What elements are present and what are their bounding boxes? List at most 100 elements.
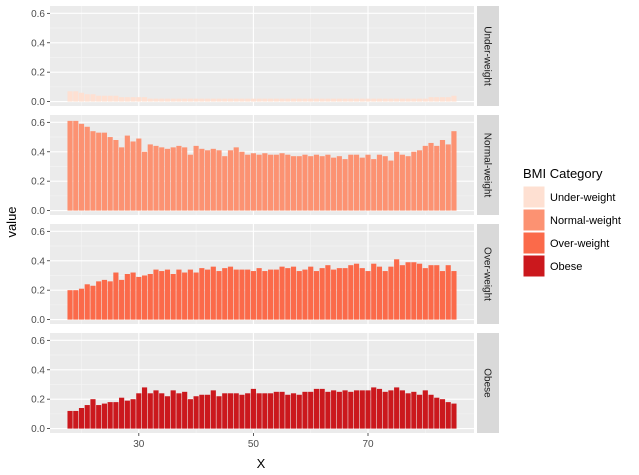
bar <box>141 275 148 320</box>
bar <box>296 394 302 429</box>
y-tick-label: 0.2 <box>31 286 45 297</box>
bar <box>78 92 85 102</box>
bar <box>222 156 228 211</box>
bar <box>331 98 337 102</box>
bar <box>273 98 279 102</box>
bar <box>256 154 262 211</box>
bar <box>176 393 182 429</box>
bar <box>84 126 90 211</box>
bar <box>451 95 457 102</box>
bar <box>348 154 354 211</box>
bar <box>336 98 342 102</box>
bar <box>365 271 371 320</box>
bar <box>130 97 136 102</box>
facet-strip-label: Over-weight <box>482 247 493 301</box>
bar <box>411 151 417 211</box>
y-tick-label: 0.4 <box>31 38 45 49</box>
bar <box>239 269 245 320</box>
bar <box>136 393 142 429</box>
bar <box>371 387 377 429</box>
bar <box>73 120 79 211</box>
bar <box>227 98 234 102</box>
bar <box>176 269 182 320</box>
bar <box>187 154 193 211</box>
legend-key <box>522 231 546 255</box>
facet-panels: 0.0 0.2 0.4 0.6 Under-weight 0.0 0.2 0.4 0.6 Norm… <box>31 6 499 435</box>
bar <box>239 98 245 102</box>
y-tick-label: 0.4 <box>31 365 45 376</box>
facet-strip <box>477 224 499 324</box>
bar <box>434 265 440 320</box>
bar <box>422 98 428 102</box>
bar <box>331 269 337 320</box>
bar <box>170 147 176 211</box>
bar <box>239 151 245 211</box>
bar <box>445 97 451 102</box>
bar <box>268 269 274 320</box>
bar <box>216 396 222 429</box>
bar <box>210 98 216 102</box>
bar <box>233 98 239 102</box>
x-tick-label: 70 <box>362 439 374 450</box>
bar <box>365 98 371 102</box>
bar <box>434 97 440 102</box>
bar <box>405 98 411 102</box>
bar <box>382 156 388 211</box>
bar <box>204 98 211 102</box>
bar <box>445 402 451 429</box>
bar <box>159 271 165 320</box>
bar <box>353 98 360 102</box>
bar <box>325 265 331 320</box>
bar <box>216 271 222 320</box>
bar <box>302 391 308 429</box>
bar <box>119 279 125 320</box>
bar <box>119 397 125 429</box>
bar <box>164 148 171 211</box>
bar <box>439 399 446 429</box>
bar <box>101 132 108 211</box>
bar <box>348 265 354 320</box>
bar <box>107 402 113 429</box>
bar <box>170 98 176 102</box>
bar <box>416 263 423 320</box>
y-tick-label: 0.4 <box>31 256 45 267</box>
y-tick-label: 0.6 <box>31 336 45 347</box>
x-axis: 30 50 70 <box>133 433 374 450</box>
bar <box>399 390 405 429</box>
bar <box>376 154 383 211</box>
bar <box>216 98 222 102</box>
bar <box>182 391 188 429</box>
bar <box>170 274 176 320</box>
bar <box>353 263 360 320</box>
x-tick-label: 30 <box>133 439 145 450</box>
bar <box>222 268 228 320</box>
bar <box>273 269 279 320</box>
bar <box>245 269 251 320</box>
bar <box>96 95 102 102</box>
bar <box>130 399 136 429</box>
bar <box>285 394 291 429</box>
bar <box>147 393 153 429</box>
bar <box>153 269 159 320</box>
bar <box>193 145 199 211</box>
bar <box>313 271 320 320</box>
bar <box>250 271 256 320</box>
bar <box>325 154 331 211</box>
bar <box>428 142 434 211</box>
facet-panel-normal-weight: 0.0 0.2 0.4 0.6 Normal-weight <box>31 115 499 217</box>
bar <box>428 97 434 102</box>
facet-strip-label: Normal-weight <box>482 133 493 198</box>
bar <box>319 98 325 102</box>
bar <box>353 390 360 429</box>
bar <box>388 98 394 102</box>
bar <box>187 399 193 429</box>
bar <box>216 150 222 211</box>
bar <box>382 98 388 102</box>
bar <box>233 269 239 320</box>
bar <box>153 390 159 429</box>
bar <box>279 391 285 429</box>
bar <box>222 393 228 429</box>
bar <box>136 138 142 211</box>
bar <box>250 388 256 429</box>
